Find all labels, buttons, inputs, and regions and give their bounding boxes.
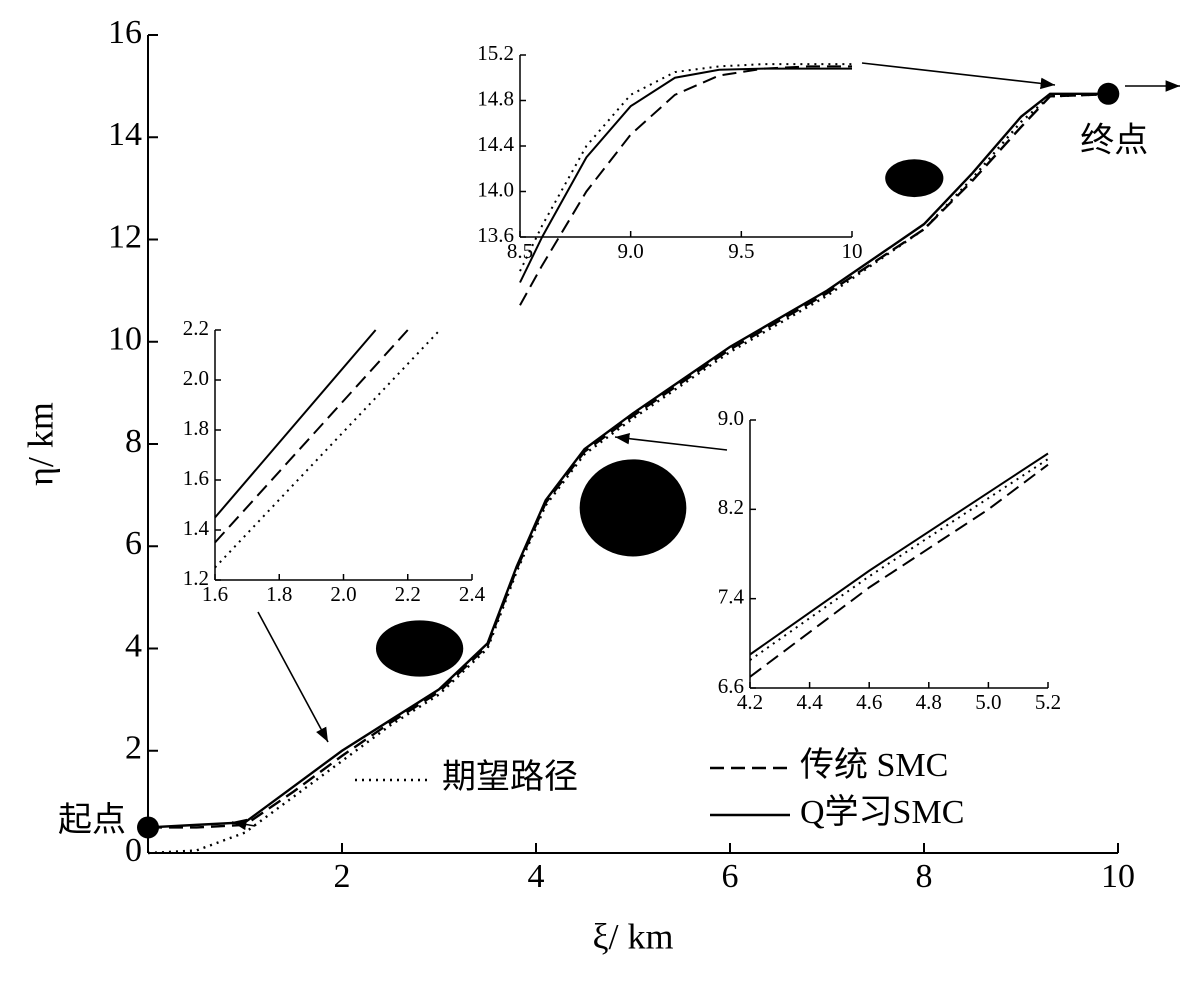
inset-plot: 1.2 1.4 1.6 1.8 2.0 2.2 1.6 1.8 2.0 2.2 2.4 <box>183 316 486 606</box>
x-tick-label: 2.4 <box>459 582 486 606</box>
legend-label: 期望路径 <box>442 758 578 796</box>
y-tick-label: 2.0 <box>183 366 209 390</box>
x-tick-label: 2.2 <box>395 582 421 606</box>
legend-label: 传统 SMC <box>800 746 948 784</box>
x-tick-label: 4 <box>528 858 545 895</box>
x-tick-label: 10 <box>1101 858 1135 895</box>
x-tick-label: 4.4 <box>796 690 823 714</box>
series-line <box>214 329 409 544</box>
y-tick-label: 12 <box>108 218 142 255</box>
obstacle <box>579 459 687 557</box>
x-tick-label: 9.0 <box>618 239 644 263</box>
series-line <box>519 67 852 283</box>
series-line <box>749 463 1049 678</box>
x-tick-label: 1.6 <box>202 582 228 606</box>
x-axis-label: ξ/ km <box>592 916 673 956</box>
y-tick-label: 2.2 <box>183 316 209 340</box>
inset-arrow <box>861 62 1056 90</box>
inset-arrow <box>614 432 728 451</box>
y-tick-label: 14.8 <box>477 86 514 110</box>
x-tick-label: 5.0 <box>975 690 1001 714</box>
y-tick-label: 10 <box>108 321 142 358</box>
inset-plot: 13.6 14.0 14.4 14.8 15.2 8.5 9.0 9.5 10 <box>477 41 863 306</box>
y-axis-label: η/ km <box>20 402 60 486</box>
y-tick-label: 15.2 <box>477 41 514 65</box>
waypoint-label: 起点 <box>58 801 126 839</box>
y-tick-label: 1.4 <box>183 516 210 540</box>
y-tick-label: 2 <box>125 730 142 767</box>
y-tick-label: 9.0 <box>718 406 744 430</box>
inset-background <box>750 418 1050 688</box>
y-tick-label: 14.4 <box>477 132 514 156</box>
obstacle <box>375 620 464 677</box>
inset-background <box>520 53 854 237</box>
series-line <box>519 63 852 272</box>
x-tick-label: 2 <box>334 858 351 895</box>
y-tick-label: 1.2 <box>183 566 209 590</box>
inset-plot: 6.6 7.4 8.2 9.0 4.2 4.4 4.6 4.8 5.0 5.2 <box>718 406 1061 714</box>
x-tick-label: 4.6 <box>856 690 882 714</box>
x-tick-label: 6 <box>722 858 739 895</box>
series-line <box>214 329 377 519</box>
obstacle <box>885 159 944 198</box>
x-tick-label: 9.5 <box>728 239 754 263</box>
y-tick-label: 16 <box>108 14 142 51</box>
x-tick-label: 4.8 <box>916 690 942 714</box>
y-tick-label: 8 <box>125 423 142 460</box>
y-tick-label: 6 <box>125 525 142 562</box>
y-tick-label: 14 <box>108 116 142 153</box>
series-line <box>147 92 1118 829</box>
y-tick-label: 7.4 <box>718 584 745 608</box>
y-tick-label: 14.0 <box>477 177 514 201</box>
y-tick-label: 4 <box>125 627 142 664</box>
series-line <box>749 458 1049 661</box>
inset-arrow <box>257 611 329 743</box>
x-tick-label: 4.2 <box>737 690 763 714</box>
y-tick-label: 1.6 <box>183 466 209 490</box>
x-tick-label: 5.2 <box>1035 690 1061 714</box>
x-tick-label: 10 <box>842 239 863 263</box>
x-tick-label: 8 <box>916 858 933 895</box>
x-tick-label: 1.8 <box>266 582 292 606</box>
y-tick-label: 13.6 <box>477 223 514 247</box>
y-tick-label: 0 <box>125 832 142 869</box>
x-tick-label: 2.0 <box>330 582 356 606</box>
waypoint <box>1097 82 1120 105</box>
waypoint <box>137 816 159 839</box>
inset-background <box>215 328 474 580</box>
series-line <box>749 452 1049 656</box>
x-tick-label: 8.5 <box>507 239 533 263</box>
y-tick-label: 8.2 <box>718 495 744 519</box>
waypoint-label: 终点 <box>1080 122 1148 160</box>
series-line <box>519 65 852 306</box>
legend-label: Q学习SMC <box>800 793 964 831</box>
y-tick-label: 1.8 <box>183 416 209 440</box>
y-tick-label: 6.6 <box>718 674 744 698</box>
